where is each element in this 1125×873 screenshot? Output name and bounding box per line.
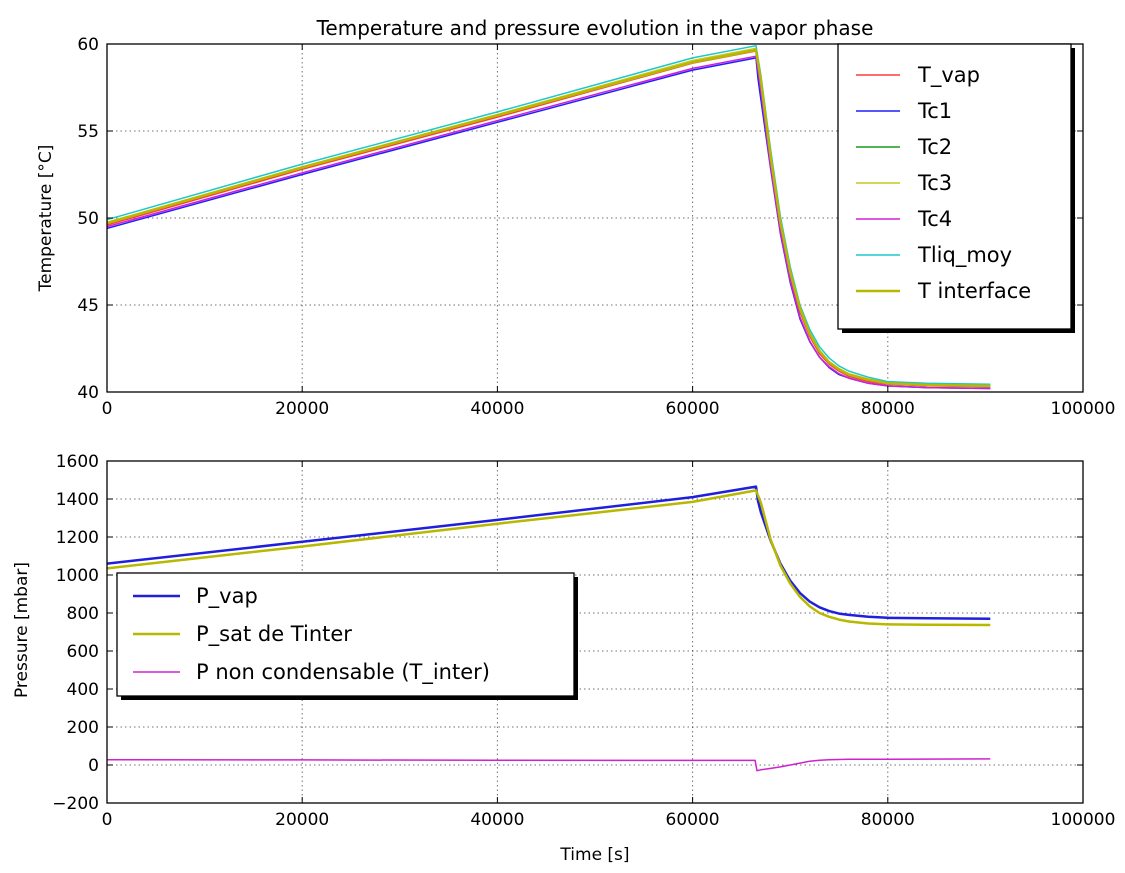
series-line-p-sat-de-tinter [107, 489, 991, 627]
legend-box [837, 43, 1072, 330]
legend-box [116, 572, 575, 697]
x-tick-label: 0 [102, 399, 113, 419]
y-tick-label: 400 [67, 680, 99, 700]
chart-title: Temperature and pressure evolution in th… [316, 16, 874, 40]
y-tick-label: 55 [77, 122, 99, 142]
legend-entry: P non condensable (T_inter) [196, 660, 490, 685]
y-tick-label: 50 [77, 209, 99, 229]
x-tick-label: 0 [102, 810, 113, 830]
x-tick-label: 20000 [275, 399, 329, 419]
x-tick-label: 40000 [470, 399, 524, 419]
x-tick-label: 80000 [861, 810, 915, 830]
series-line-tc4 [107, 55, 991, 390]
x-tick-label: 100000 [1051, 399, 1116, 419]
pressure-chart: 0 20000 40000 60000 80000 100000−200020040060… [12, 452, 1115, 865]
legend-entry: P_sat de Tinter [196, 622, 352, 647]
y-tick-label: 600 [67, 642, 99, 662]
y-tick-label: 0 [88, 756, 99, 776]
temperature-grid [107, 44, 1083, 392]
pressure-series [107, 485, 991, 772]
legend-entry: Tc3 [917, 171, 952, 195]
temperature-y-axis-label: Temperature [°C] [36, 145, 56, 293]
y-tick-label: 800 [67, 604, 99, 624]
legend-entry: Tc2 [917, 135, 952, 159]
y-tick-label: 1200 [56, 528, 99, 548]
x-tick-label: 60000 [666, 399, 720, 419]
x-tick-label: 80000 [861, 399, 915, 419]
legend-entry: P_vap [196, 584, 258, 609]
pressure-legend: P_vap P_sat de Tinter P non condensable (T… [116, 572, 578, 700]
series-line-p-vap [107, 485, 991, 620]
legend-entry: T_vap [917, 63, 980, 88]
y-tick-label: −200 [52, 794, 99, 814]
pressure-y-axis-label: Pressure [mbar] [12, 562, 32, 698]
y-tick-label: 45 [77, 296, 99, 316]
pressure-plot-frame [106, 460, 1084, 804]
temperature-legend: T_vap Tc1 Tc2 Tc3 Tc4 Tliq_moy T interface [837, 43, 1075, 333]
temperature-ticks: 0 20000 40000 60000 80000 100000 40 45 50 55 60 [77, 35, 1115, 419]
x-tick-label: 40000 [470, 810, 524, 830]
y-tick-label: 200 [67, 718, 99, 738]
y-tick-label: 1400 [56, 490, 99, 510]
x-tick-label: 100000 [1051, 810, 1116, 830]
legend-entry: Tc1 [917, 99, 952, 123]
y-tick-label: 1600 [56, 452, 99, 472]
legend-entry: T interface [917, 279, 1031, 303]
y-tick-label: 40 [77, 383, 99, 403]
y-tick-label: 60 [77, 35, 99, 55]
temperature-chart: Temperature and pressure evolution in th… [36, 16, 1115, 419]
series-line-t-interface [107, 48, 991, 388]
temperature-series [107, 44, 991, 390]
x-tick-label: 60000 [666, 810, 720, 830]
series-line-p-non-condensable-t-inter- [107, 758, 991, 772]
y-tick-label: 1000 [56, 566, 99, 586]
legend-entry: Tliq_moy [917, 243, 1012, 268]
pressure-x-axis-label: Time [s] [559, 845, 629, 865]
x-tick-label: 20000 [275, 810, 329, 830]
pressure-ticks: 0 20000 40000 60000 80000 100000−200020040060… [52, 452, 1115, 830]
legend-entry: Tc4 [917, 207, 952, 231]
